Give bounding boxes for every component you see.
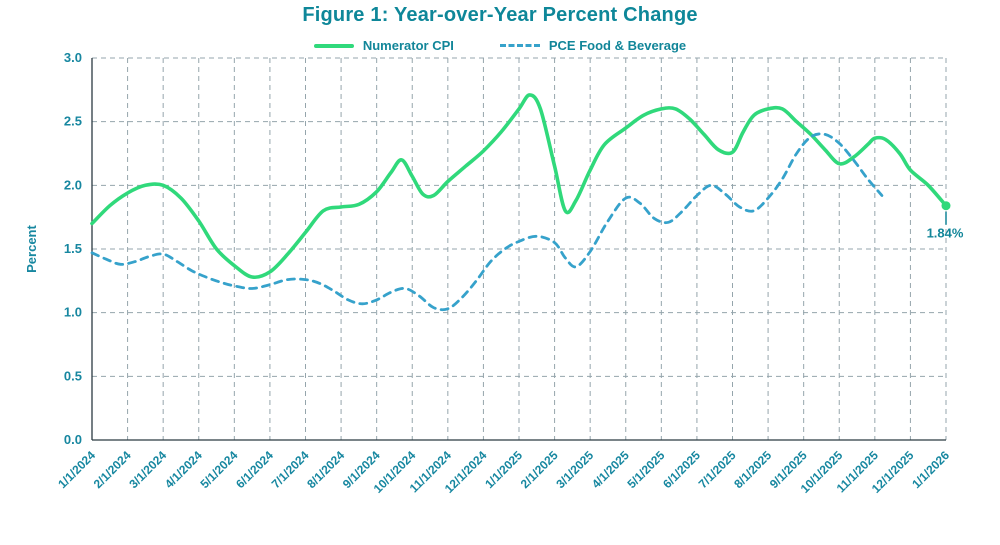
series-line-numerator-cpi [90, 93, 948, 280]
y-tick-label: 2.0 [64, 177, 82, 192]
x-tick-label: 7/1/2024 [269, 448, 312, 491]
y-tick-label: 0.5 [64, 368, 82, 383]
chart-title: Figure 1: Year-over-Year Percent Change [302, 4, 698, 26]
x-tick-label: 1/1/2026 [909, 448, 952, 491]
x-tick-label: 1/1/2024 [55, 448, 98, 491]
y-tick-label: 1.0 [64, 305, 82, 320]
legend-item-pce-food-beverage: PCE Food & Beverage [499, 38, 687, 53]
legend-label-numerator-cpi: Numerator CPI [362, 38, 454, 53]
legend-line-sample-solid-icon [313, 43, 354, 48]
x-tick-label: 7/1/2025 [696, 448, 739, 491]
series-line-pce-food-beverage [90, 132, 884, 312]
x-tick-label: 6/1/2025 [660, 448, 703, 491]
y-tick-label: 3.0 [64, 50, 82, 65]
legend-item-numerator-cpi: Numerator CPI [313, 38, 454, 53]
chart-legend: Numerator CPI PCE Food & Beverage [0, 38, 1000, 53]
x-tick-label: 4/1/2025 [589, 448, 632, 491]
legend-label-pce-food-beverage: PCE Food & Beverage [548, 38, 687, 53]
x-tick-label: 2/1/2025 [518, 448, 561, 491]
endpoint-marker [941, 201, 951, 211]
x-tick-label: 5/1/2025 [625, 448, 668, 491]
x-tick-label: 8/1/2024 [304, 448, 347, 491]
x-tick-label: 4/1/2024 [162, 448, 205, 491]
x-tick-label: 2/1/2024 [91, 448, 134, 491]
legend-line-sample-dashed-icon [499, 44, 540, 47]
y-tick-label: 2.5 [64, 114, 82, 129]
x-tick-label: 5/1/2024 [198, 448, 241, 491]
y-tick-label: 0.0 [64, 432, 82, 447]
y-tick-label: 1.5 [64, 241, 82, 256]
x-tick-label: 1/1/2025 [482, 448, 525, 491]
x-tick-label: 3/1/2024 [126, 448, 169, 491]
y-axis-title: Percent [24, 224, 39, 272]
x-tick-label: 6/1/2024 [233, 448, 276, 491]
x-tick-label: 3/1/2025 [553, 448, 596, 491]
endpoint-annotation: 1.84% [927, 226, 964, 241]
x-tick-label: 8/1/2025 [731, 448, 774, 491]
